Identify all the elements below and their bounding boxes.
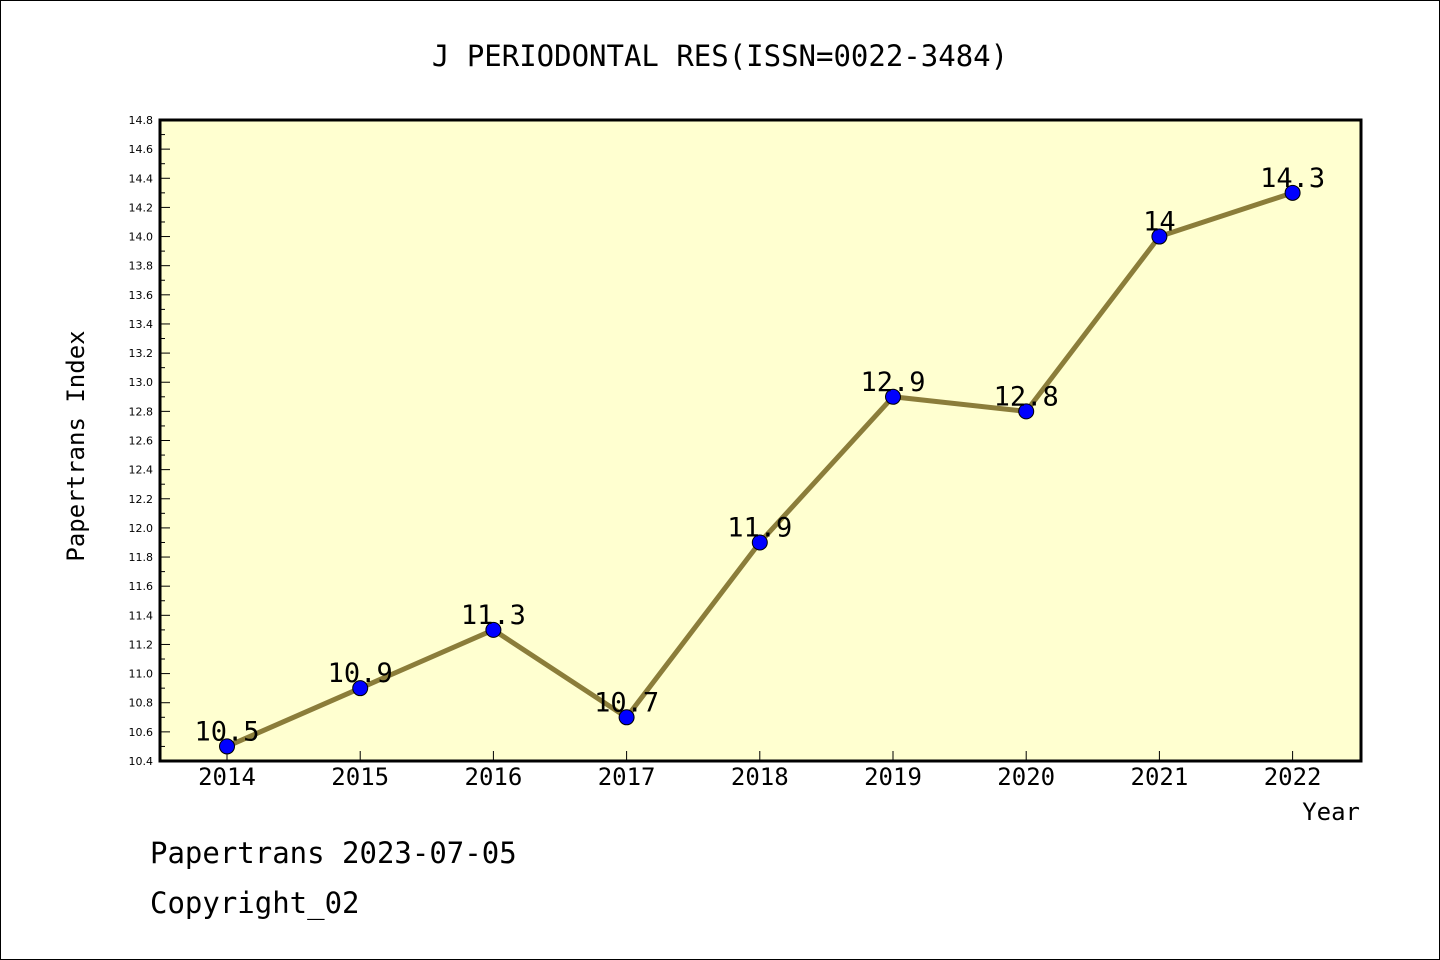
y-tick-label: 12.2 (129, 493, 154, 506)
y-tick-label: 12.4 (129, 464, 154, 477)
x-tick-label: 2019 (864, 763, 922, 791)
data-point (1151, 228, 1168, 245)
y-tick-label: 12.0 (129, 522, 154, 535)
x-tick-label: 2021 (1131, 763, 1189, 791)
chart-title: J PERIODONTAL RES(ISSN=0022-3484) (432, 39, 1008, 73)
data-label: 14.3 (1260, 163, 1325, 194)
x-tick-label: 2017 (598, 763, 656, 791)
data-label: 10.7 (594, 687, 659, 718)
y-tick-label: 11.6 (129, 580, 154, 593)
plot-area (158, 118, 1363, 763)
y-tick-label: 10.4 (129, 755, 154, 768)
data-label: 11.9 (727, 512, 792, 543)
footer-date: Papertrans 2023-07-05 (150, 836, 517, 870)
x-tick-label: 2018 (731, 763, 789, 791)
y-tick-label: 12.8 (129, 405, 154, 418)
data-point (1018, 403, 1035, 420)
y-tick-label: 13.2 (129, 347, 154, 360)
y-tick-label: 14.8 (129, 114, 154, 127)
data-points (219, 184, 1301, 755)
data-label: 12.8 (994, 381, 1059, 412)
y-tick-label: 10.8 (129, 697, 154, 710)
y-tick-label: 14.6 (129, 143, 154, 156)
y-tick-label: 10.6 (129, 726, 154, 739)
data-labels: 10.5 10.9 11.3 10.7 11.9 12.9 12.8 14 14.3 (194, 163, 1325, 748)
x-tick-label: 2014 (198, 763, 256, 791)
data-label: 10.9 (328, 658, 393, 689)
data-point (1284, 184, 1301, 201)
data-point (485, 621, 502, 638)
y-tick-label: 14.0 (129, 231, 154, 244)
data-point (885, 388, 901, 405)
data-point (219, 738, 235, 755)
y-tick-label: 11.0 (129, 668, 154, 681)
y-tick-label: 11.4 (129, 609, 154, 622)
y-axis: 10.4 10.6 10.8 11.0 11.2 11.4 11.6 11.8 12.0 12.2… (129, 114, 170, 768)
y-tick-label: 14.4 (129, 172, 154, 185)
y-tick-label: 11.8 (129, 551, 154, 564)
data-label: 12.9 (860, 367, 925, 398)
data-label: 10.5 (194, 716, 259, 747)
y-tick-label: 11.2 (129, 638, 154, 651)
data-label: 14 (1143, 207, 1176, 238)
y-tick-label: 12.6 (129, 435, 154, 448)
x-tick-label: 2020 (997, 763, 1055, 791)
y-tick-label: 13.8 (129, 260, 154, 273)
x-tick-label: 2022 (1264, 763, 1322, 791)
x-tick-label: 2016 (465, 763, 523, 791)
y-tick-label: 13.6 (129, 289, 154, 302)
y-tick-label: 14.2 (129, 201, 154, 214)
data-point (618, 709, 635, 726)
y-tick-label: 13.0 (129, 376, 154, 389)
data-point (751, 534, 768, 551)
y-tick-label: 13.4 (129, 318, 154, 331)
footer-copyright: Copyright_02 (150, 886, 360, 920)
x-axis-label: Year (1302, 798, 1360, 826)
y-axis-label: Papertrans Index (62, 330, 90, 561)
data-label: 11.3 (461, 600, 526, 631)
x-tick-label: 2015 (331, 763, 389, 791)
x-axis: 2014 2015 2016 2017 2018 2019 2020 2021 2022 (198, 751, 1321, 791)
data-point (352, 680, 369, 697)
